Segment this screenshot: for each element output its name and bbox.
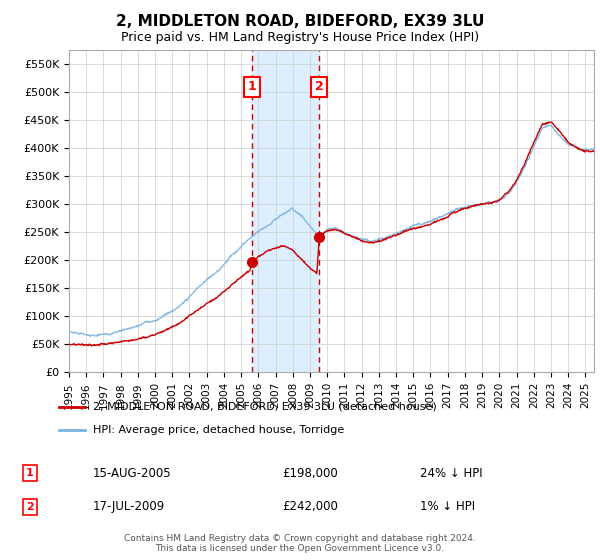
Text: Contains HM Land Registry data © Crown copyright and database right 2024.
This d: Contains HM Land Registry data © Crown c… xyxy=(124,534,476,553)
Text: 2, MIDDLETON ROAD, BIDEFORD, EX39 3LU: 2, MIDDLETON ROAD, BIDEFORD, EX39 3LU xyxy=(116,14,484,29)
Text: £242,000: £242,000 xyxy=(282,500,338,514)
Text: 15-AUG-2005: 15-AUG-2005 xyxy=(93,466,172,480)
Text: 2: 2 xyxy=(26,502,34,512)
Text: HPI: Average price, detached house, Torridge: HPI: Average price, detached house, Torr… xyxy=(92,425,344,435)
Text: 1% ↓ HPI: 1% ↓ HPI xyxy=(420,500,475,514)
Text: 1: 1 xyxy=(247,80,256,94)
Text: 2: 2 xyxy=(315,80,323,94)
Text: 1: 1 xyxy=(26,468,34,478)
Text: 17-JUL-2009: 17-JUL-2009 xyxy=(93,500,165,514)
Text: 2, MIDDLETON ROAD, BIDEFORD, EX39 3LU (detached house): 2, MIDDLETON ROAD, BIDEFORD, EX39 3LU (d… xyxy=(92,402,436,412)
Text: £198,000: £198,000 xyxy=(282,466,338,480)
Bar xyxy=(252,50,319,372)
Text: 24% ↓ HPI: 24% ↓ HPI xyxy=(420,466,482,480)
Text: Price paid vs. HM Land Registry's House Price Index (HPI): Price paid vs. HM Land Registry's House … xyxy=(121,31,479,44)
